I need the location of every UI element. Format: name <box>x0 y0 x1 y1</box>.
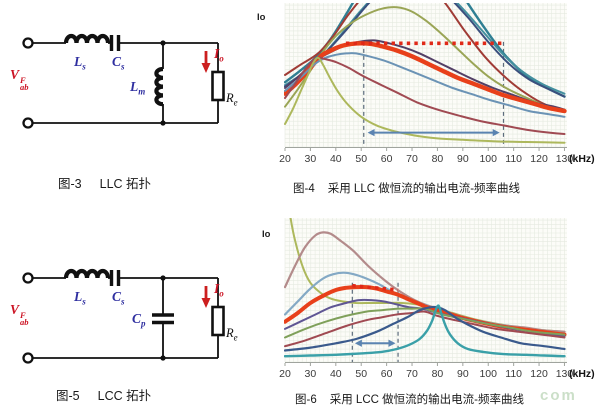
x-tick-label: 70 <box>406 153 418 165</box>
load-curve-darkred <box>284 3 566 112</box>
shunt-element-label: Cp <box>132 311 146 329</box>
chart-canvas: 20 30 40 50 60 70 80 90 100 110 120 130(kHz) <box>279 218 595 380</box>
x-tick-label: 100 <box>479 153 497 165</box>
constant-current-dotted-line <box>352 283 399 292</box>
load-curve-navy <box>284 305 566 352</box>
magnetizing-inductor-coil <box>154 66 164 107</box>
figure-title: LCC 拓扑 <box>97 389 152 403</box>
input-terminal-bottom <box>22 117 34 129</box>
x-tick-label: 60 <box>381 368 393 380</box>
lcc-circuit-caption: 图-5 LCC 拓扑 <box>56 385 151 404</box>
figure-number: 图-4 <box>293 183 315 195</box>
output-current-label: Io <box>214 46 224 64</box>
llc-circuit-caption: 图-3 LLC 拓扑 <box>58 173 151 192</box>
load-curve-green <box>284 307 566 339</box>
load-curve-teal-resonant <box>284 304 566 358</box>
freq-range-arrow-right-head <box>388 339 396 347</box>
load-resistor-label: Re <box>226 326 238 343</box>
lcc-chart-caption: 图-6 采用 LCC 做恒流的输出电流-频率曲线 <box>295 391 524 407</box>
input-terminal-top <box>22 37 34 49</box>
x-tick-label: 30 <box>305 368 317 380</box>
load-curve-maroon <box>284 310 566 348</box>
series-capacitor-plates <box>109 35 121 51</box>
load-resistor <box>211 305 225 337</box>
load-curve-yellowgreen <box>284 56 566 144</box>
x-tick-label: 100 <box>479 368 497 380</box>
x-tick-label: 40 <box>330 153 342 165</box>
design-curve-red-thick <box>284 41 567 114</box>
figure-title: 采用 LLC 做恒流的输出电流-频率曲线 <box>327 183 521 195</box>
load-resistor <box>211 70 225 102</box>
x-tick-label: 20 <box>279 368 291 380</box>
lcc-frequency-chart: 20 30 40 50 60 70 80 90 100 110 120 130 (kHz) <box>279 218 597 384</box>
figure-title: 采用 LCC 做恒流的输出电流-频率曲线 <box>329 394 524 406</box>
x-tick-label: 120 <box>530 153 548 165</box>
site-watermark: com <box>540 387 577 404</box>
series-inductor-coil <box>63 33 111 44</box>
series-capacitor-label: Cs <box>112 54 125 72</box>
figure-number: 图-3 <box>58 177 82 191</box>
wires <box>32 277 219 359</box>
freq-range-arrow-left-head <box>354 339 362 347</box>
x-tick-label: 90 <box>457 368 469 380</box>
series-capacitor-label: Cs <box>112 289 125 307</box>
x-tick-label: 50 <box>355 368 367 380</box>
chart-canvas: 20 30 40 50 60 70 80 90 100 110 120 130(kHz) <box>279 3 595 165</box>
x-tick-label: 60 <box>381 153 393 165</box>
llc-frequency-chart: 20 30 40 50 60 70 80 90 100 110 120 130 (kHz) <box>279 3 597 169</box>
x-tick-label: 80 <box>432 368 444 380</box>
lcc-circuit-drawing <box>22 268 225 364</box>
x-tick-label: 70 <box>406 368 418 380</box>
x-tick-label: 50 <box>355 153 367 165</box>
x-tick-label: 80 <box>432 153 444 165</box>
x-tick-label: 90 <box>457 153 469 165</box>
x-axis-unit-label: (kHz) <box>569 368 595 380</box>
load-resistor-label: Re <box>226 91 238 108</box>
input-terminal-bottom <box>22 352 34 364</box>
x-tick-label: 120 <box>530 368 548 380</box>
x-tick-label: 110 <box>505 368 522 380</box>
x-tick-label: 30 <box>305 153 317 165</box>
output-current-label: Io <box>214 281 224 299</box>
series-inductor-label: Ls <box>74 289 86 307</box>
parallel-capacitor-plates <box>152 313 174 325</box>
chart2-y-axis-label: Io <box>262 229 271 240</box>
wires <box>32 42 219 124</box>
output-current-arrow-head <box>201 63 211 73</box>
x-tick-label: 20 <box>279 153 291 165</box>
x-tick-label: 130 <box>556 368 574 380</box>
input-terminal-top <box>22 272 34 284</box>
load-curve-steelblue <box>284 52 566 118</box>
grid-lines <box>284 218 567 363</box>
series-capacitor-plates <box>109 270 121 286</box>
llc-circuit-drawing <box>22 33 225 129</box>
series-inductor-coil <box>63 268 111 279</box>
x-tick-label: 40 <box>330 368 342 380</box>
llc-chart-caption: 图-4 采用 LLC 做恒流的输出电流-频率曲线 <box>293 180 520 196</box>
series-inductor-label: Ls <box>74 54 86 72</box>
figure-number: 图-5 <box>56 389 80 403</box>
shunt-element-label: Lm <box>130 79 146 97</box>
load-curve-maroon <box>284 56 566 135</box>
output-current-arrow-head <box>201 298 211 308</box>
figure-title: LLC 拓扑 <box>99 177 152 191</box>
x-axis-unit-label: (kHz) <box>569 153 595 165</box>
freq-range-arrow-left-head <box>367 129 375 137</box>
freq-range-arrow-right-head <box>492 129 500 137</box>
x-tick-label: 110 <box>505 153 522 165</box>
x-tick-label: 130 <box>556 153 574 165</box>
figure-number: 图-6 <box>295 394 317 406</box>
chart1-y-axis-label: Io <box>257 12 266 23</box>
